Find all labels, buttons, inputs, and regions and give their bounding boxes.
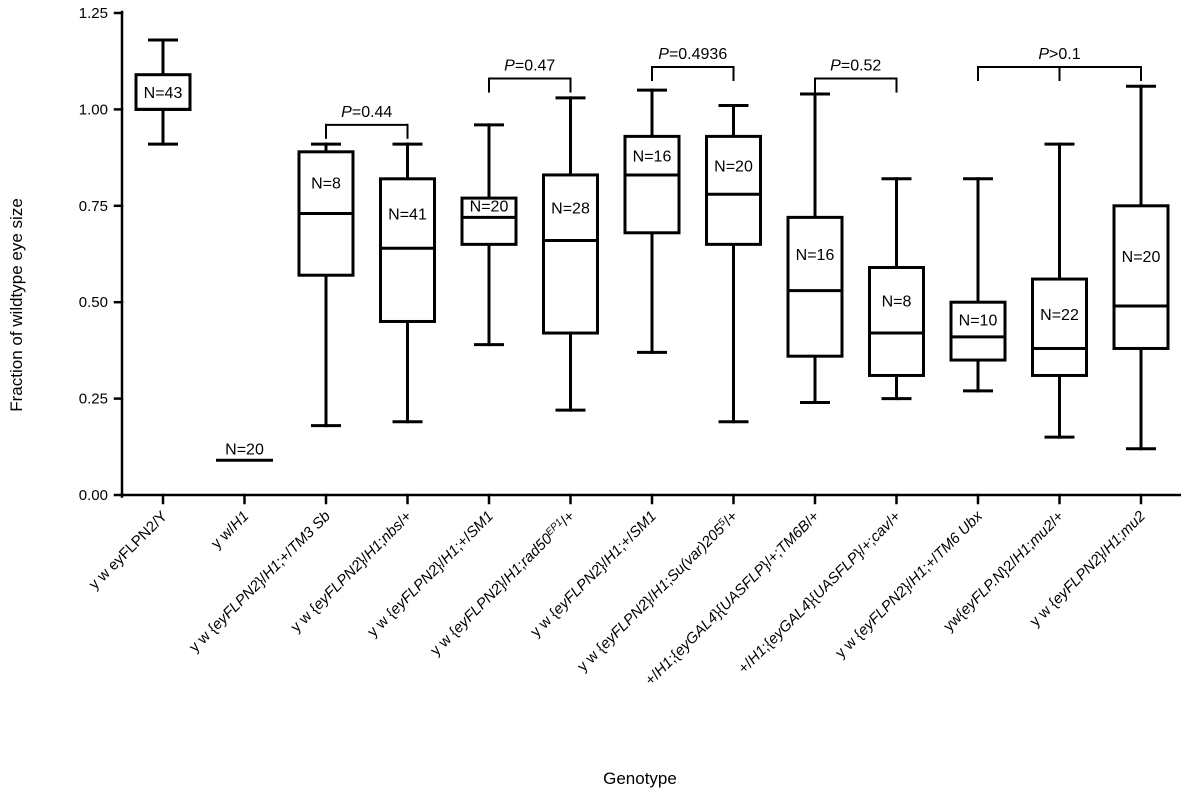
- p-symbol: P: [830, 58, 841, 75]
- p-value: >0.1: [1049, 46, 1081, 63]
- x-category-label-part: eyFLPN2: [597, 596, 654, 653]
- box-group: N=16: [623, 88, 681, 354]
- x-category-label-part: TM3 Sb: [285, 508, 334, 557]
- y-tick-label: 0.25: [79, 391, 108, 408]
- box-group: N=10: [949, 177, 1007, 393]
- iqr-box: [1112, 204, 1170, 350]
- x-category-label-part: eyFLPN2: [550, 561, 607, 618]
- x-category-label-part: UASFLP: [810, 549, 863, 602]
- sample-size-label: N=28: [551, 201, 590, 218]
- iqr-box: [542, 173, 599, 335]
- sample-size-label: N=8: [882, 293, 912, 310]
- box-group: N=20: [460, 123, 518, 347]
- sample-size-label: N=16: [796, 247, 835, 264]
- x-category-label-part: Su(var)205: [664, 520, 729, 585]
- y-axis-title: Fraction of wildtype eye size: [7, 198, 26, 412]
- comparison-bracket: P=0.47: [488, 58, 572, 93]
- x-category-label: y w eyFLPN2/Y: [86, 508, 171, 593]
- y-tick-label: 0.75: [79, 198, 108, 215]
- p-value: =0.44: [352, 104, 393, 121]
- p-value-label: P=0.52: [830, 58, 881, 75]
- sample-size-label: N=43: [144, 85, 183, 102]
- box-group: N=20: [216, 441, 273, 462]
- y-axis: 0.00 0.25 0.50 0.75 1.00 1.25: [79, 5, 124, 504]
- y-tick-label: 0.00: [79, 487, 108, 504]
- x-category-label-part: eyFLPN2: [208, 577, 265, 634]
- p-value-label: P=0.4936: [658, 46, 727, 63]
- box-group: N=20: [1112, 84, 1170, 451]
- p-symbol: P: [504, 58, 515, 75]
- p-value: =0.52: [841, 58, 882, 75]
- x-category-label-part: TM6 Ubx: [931, 507, 986, 562]
- p-symbol: P: [341, 104, 352, 121]
- x-category-label: y w {eyFLPN2}/H1;Su(var)2055/+: [574, 507, 742, 675]
- x-category-label: +/H1;{eyGAL4}{UASFLP}/+;TM6B/+: [642, 508, 823, 689]
- box-group: N=22: [1031, 142, 1088, 439]
- box-group: N=8: [297, 142, 355, 428]
- sample-size-label: N=20: [470, 198, 509, 215]
- x-category-label: y w {eyFLPN2}/H1;+/TM6 Ubx: [832, 507, 986, 661]
- sample-size-label: N=20: [714, 158, 753, 175]
- p-value: =0.4936: [669, 46, 727, 63]
- box-group: N=16: [786, 92, 844, 404]
- box-group: N=28: [542, 96, 599, 412]
- p-value-label: P>0.1: [1038, 46, 1080, 63]
- box-group: N=8: [868, 177, 925, 401]
- x-category-label: +/H1;{eyGAL4}{UASFLP}/+;cav/+: [735, 508, 904, 677]
- x-category-label-part: eyFLPN2: [310, 557, 367, 614]
- sample-size-label: N=22: [1040, 307, 1079, 324]
- x-category-label-part: y w eyFLPN2/Y: [86, 508, 171, 593]
- p-value-label: P=0.44: [341, 104, 392, 121]
- x-category-label-part: eyFLPN2: [449, 580, 506, 637]
- iqr-box: [134, 73, 192, 111]
- sample-size-label: N=20: [225, 441, 264, 458]
- x-category-label-part: eyFLPN2: [854, 583, 911, 640]
- y-tick-label: 1.25: [79, 5, 108, 22]
- sample-size-label: N=8: [311, 176, 341, 193]
- x-category-label-part: eyGAL4: [671, 609, 721, 659]
- x-category-label: y w {eyFLPN2}/H1;rad50EP1/+: [427, 507, 579, 659]
- sample-size-label: N=20: [1122, 249, 1161, 266]
- x-category-label-part: eyFLPN2: [387, 561, 444, 618]
- comparison-bracket: P=0.4936: [651, 46, 735, 81]
- x-axis-title: Genotype: [603, 769, 677, 788]
- comparison-bracket: P=0.44: [325, 104, 409, 139]
- iqr-box: [379, 177, 436, 323]
- x-category-label-part: eyFLPN2: [1049, 551, 1106, 608]
- iqr-box: [1031, 277, 1088, 377]
- p-value: =0.47: [515, 58, 556, 75]
- iqr-box: [705, 134, 762, 246]
- sample-size-label: N=10: [959, 313, 998, 330]
- y-tick-label: 0.50: [79, 294, 108, 311]
- x-category-label-part: eyGAL4: [764, 597, 814, 647]
- iqr-box: [949, 300, 1007, 362]
- x-category-label: y w {eyFLPN2}/H1;+/TM3 Sb: [186, 508, 334, 656]
- x-axis: y w eyFLPN2/Y y w/H1y w {eyFLPN2}/H1;+/TM…: [86, 493, 1181, 689]
- x-category-label-part: eyFLP.N: [957, 566, 1009, 618]
- comparison-bracket: P>0.1: [977, 46, 1142, 81]
- p-value-label: P=0.47: [504, 58, 555, 75]
- box-series: N=43 N=20 N=8 N=41 N=20 N=28 N=16 N=20 N=16 N=8 N=…: [134, 38, 1170, 462]
- x-category-label-part: UASFLP: [716, 561, 769, 614]
- box-group: N=43: [134, 38, 192, 146]
- box-group: N=20: [705, 104, 762, 424]
- iqr-box: [460, 196, 518, 246]
- iqr-box: [786, 215, 844, 358]
- iqr-box: [868, 265, 925, 377]
- p-symbol: P: [658, 46, 669, 63]
- iqr-box: [623, 134, 681, 235]
- comparison-bracket: P=0.52: [814, 58, 898, 93]
- y-tick-label: 1.00: [79, 101, 108, 118]
- sample-size-label: N=41: [388, 207, 427, 224]
- sample-size-label: N=16: [633, 149, 672, 166]
- box-group: N=41: [379, 142, 436, 424]
- x-category-label: y w/H1: [208, 508, 252, 552]
- p-symbol: P: [1038, 46, 1049, 63]
